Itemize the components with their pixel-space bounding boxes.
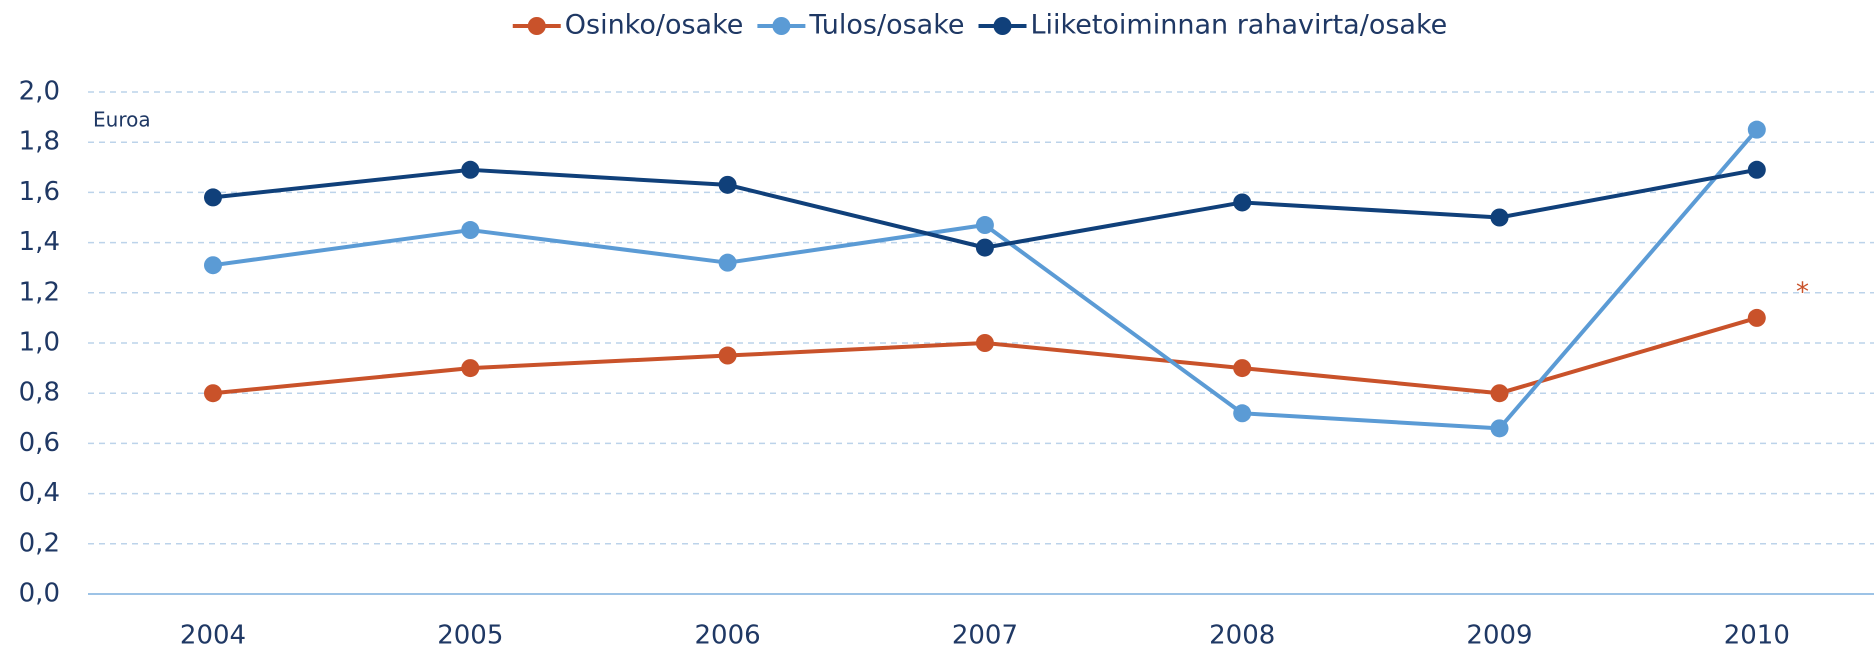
x-tick-label: 2010 xyxy=(1724,621,1790,651)
data-point xyxy=(718,253,737,272)
data-point xyxy=(1490,384,1509,403)
x-tick-label: 2004 xyxy=(180,621,246,651)
data-point xyxy=(204,384,222,403)
data-point xyxy=(1233,193,1252,212)
data-point xyxy=(461,221,480,240)
data-point xyxy=(461,359,480,378)
legend-label: Tulos/osake xyxy=(808,10,964,41)
footnote-mark: * xyxy=(1796,278,1809,308)
y-tick-label: 0,8 xyxy=(19,378,60,408)
series-line xyxy=(212,167,1758,250)
data-point xyxy=(1747,160,1766,179)
data-point xyxy=(1233,359,1252,378)
y-tick-label: 1,8 xyxy=(19,127,60,157)
series-line xyxy=(212,315,1758,396)
data-point xyxy=(1747,308,1766,327)
data-point xyxy=(1747,120,1766,139)
y-tick-label: 2,0 xyxy=(19,77,60,107)
data-point xyxy=(718,346,737,365)
data-point xyxy=(1490,208,1509,227)
x-tick-label: 2009 xyxy=(1466,621,1532,651)
x-tick-label: 2006 xyxy=(695,621,761,651)
data-point xyxy=(718,175,737,194)
data-point xyxy=(975,238,994,257)
legend-marker xyxy=(993,17,1012,35)
x-tick-label: 2007 xyxy=(952,621,1018,651)
x-tick-label: 2005 xyxy=(437,621,503,651)
data-point xyxy=(975,216,994,235)
data-point xyxy=(204,256,222,275)
data-point xyxy=(1233,404,1252,423)
legend-marker xyxy=(527,17,546,35)
y-tick-label: 1,4 xyxy=(19,227,60,257)
legend-label: Liiketoiminnan rahavirta/osake xyxy=(1031,10,1448,41)
legend-label: Osinko/osake xyxy=(565,10,744,41)
legend-marker xyxy=(772,17,791,35)
data-point xyxy=(1490,419,1509,438)
x-tick-label: 2008 xyxy=(1209,621,1275,651)
y-tick-label: 0,0 xyxy=(19,579,60,609)
data-point xyxy=(204,188,222,207)
data-point xyxy=(461,160,480,179)
y-tick-label: 1,0 xyxy=(19,328,60,358)
y-tick-label: 1,6 xyxy=(19,177,60,207)
y-tick-label: 1,2 xyxy=(19,277,60,307)
y-tick-label: 0,6 xyxy=(19,428,60,458)
unit-label: Euroa xyxy=(93,108,151,132)
y-tick-label: 0,2 xyxy=(19,528,60,558)
data-point xyxy=(975,334,994,352)
y-tick-label: 0,4 xyxy=(19,478,60,508)
